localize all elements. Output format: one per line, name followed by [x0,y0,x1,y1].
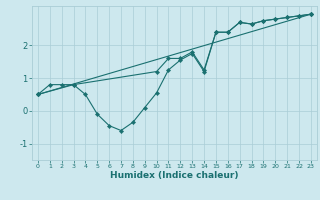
X-axis label: Humidex (Indice chaleur): Humidex (Indice chaleur) [110,171,239,180]
